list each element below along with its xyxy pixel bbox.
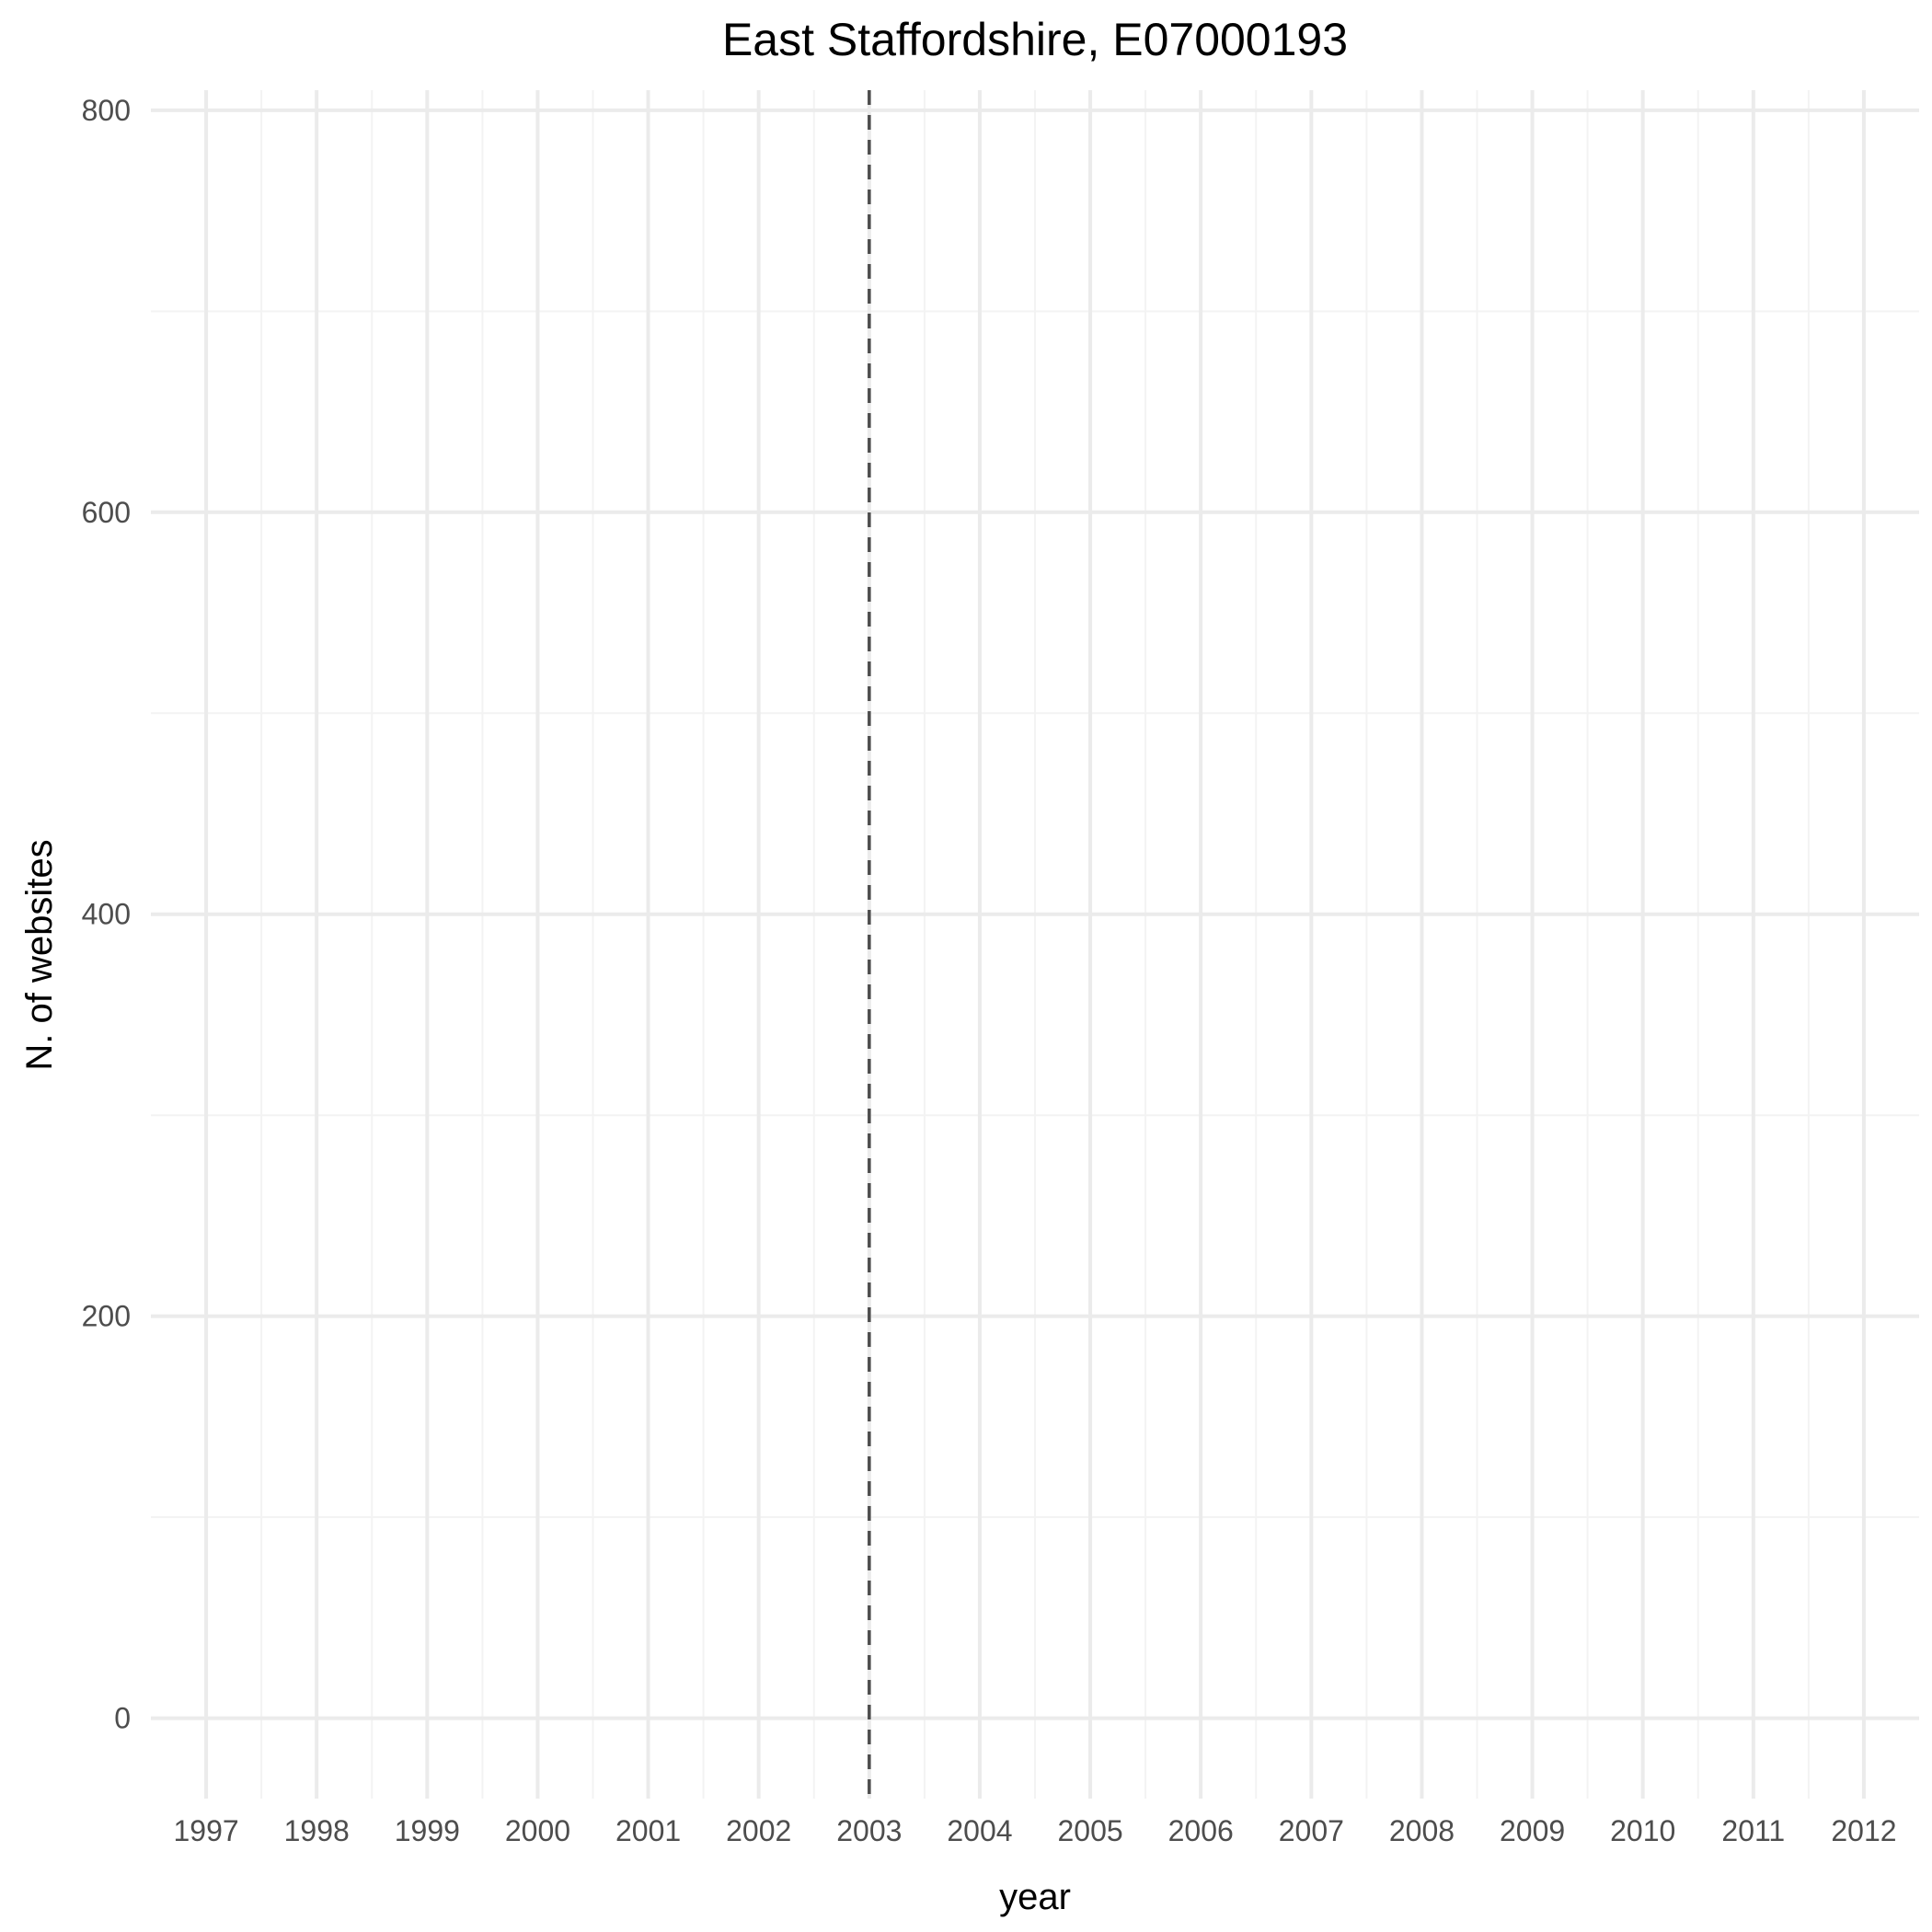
x-tick-label: 2004 xyxy=(947,1814,1012,1847)
x-axis-title: year xyxy=(999,1877,1071,1917)
y-tick-label: 200 xyxy=(82,1300,131,1333)
x-axis-ticks: 1997 1998 1999 2000 2001 2002 2003 2004 2005 2006… xyxy=(173,1814,1896,1847)
x-tick-label: 2002 xyxy=(726,1814,791,1847)
x-tick-label: 1999 xyxy=(395,1814,460,1847)
y-tick-label: 800 xyxy=(82,94,131,127)
chart-title: East Staffordshire, E07000193 xyxy=(722,14,1348,65)
y-axis-title: N. of websites xyxy=(19,839,60,1070)
y-axis-ticks: 0 200 400 600 800 xyxy=(82,94,131,1735)
x-tick-label: 2009 xyxy=(1500,1814,1565,1847)
y-tick-label: 600 xyxy=(82,496,131,529)
x-tick-label: 2007 xyxy=(1279,1814,1344,1847)
x-tick-label: 2008 xyxy=(1389,1814,1455,1847)
x-tick-label: 2011 xyxy=(1721,1814,1785,1847)
x-tick-label: 2001 xyxy=(615,1814,681,1847)
grid xyxy=(151,90,1919,1799)
x-tick-label: 1997 xyxy=(173,1814,238,1847)
x-tick-label: 2003 xyxy=(836,1814,902,1847)
x-tick-label: 2006 xyxy=(1168,1814,1234,1847)
x-tick-label: 1998 xyxy=(284,1814,350,1847)
y-tick-label: 400 xyxy=(82,898,131,931)
y-tick-label: 0 xyxy=(114,1702,131,1735)
x-tick-label: 2005 xyxy=(1057,1814,1122,1847)
x-tick-label: 2010 xyxy=(1610,1814,1675,1847)
x-tick-label: 2012 xyxy=(1831,1814,1896,1847)
x-tick-label: 2000 xyxy=(505,1814,570,1847)
